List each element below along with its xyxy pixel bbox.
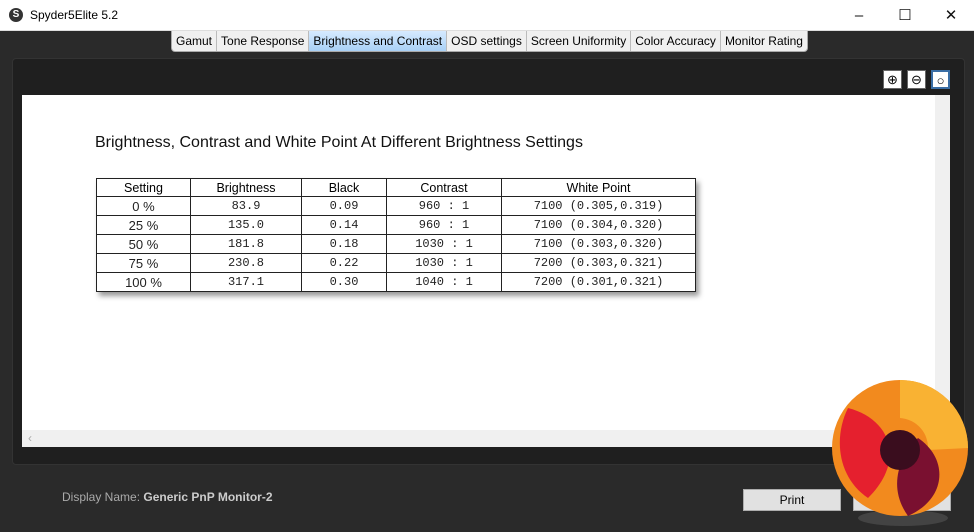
- column-header: White Point: [501, 178, 696, 197]
- print-button[interactable]: Print: [743, 489, 841, 511]
- minimize-button[interactable]: –: [854, 7, 864, 24]
- table-cell: 0.30: [301, 272, 387, 292]
- title-bar: S Spyder5Elite 5.2 – ☐ ✕: [0, 0, 974, 31]
- table-cell: 1030 : 1: [386, 253, 502, 273]
- zoom-in-icon[interactable]: ⊕: [883, 70, 902, 89]
- table-cell: 7200 (0.301,0.321): [501, 272, 696, 292]
- report-title: Brightness, Contrast and White Point At …: [95, 134, 583, 151]
- table-cell: 1040 : 1: [386, 272, 502, 292]
- table-row: 0 % 83.9 0.09 960 : 1 7100 (0.305,0.319): [96, 196, 696, 216]
- tab-screen-uniformity[interactable]: Screen Uniformity: [527, 31, 632, 51]
- table-cell: 75 %: [96, 253, 191, 273]
- tab-osd-settings[interactable]: OSD settings: [447, 31, 527, 51]
- table-cell: 1030 : 1: [386, 234, 502, 254]
- spyder-icon: S: [9, 8, 23, 22]
- table-cell: 25 %: [96, 215, 191, 235]
- table-cell: 317.1: [190, 272, 302, 292]
- tab-tone-response[interactable]: Tone Response: [217, 31, 310, 51]
- table-cell: 181.8: [190, 234, 302, 254]
- table-row: 75 % 230.8 0.22 1030 : 1 7200 (0.303,0.321): [96, 253, 696, 273]
- column-header: Brightness: [190, 178, 302, 197]
- results-table: Setting Brightness Black Contrast White …: [96, 178, 696, 292]
- table-cell: 0.22: [301, 253, 387, 273]
- close-button[interactable]: ✕: [944, 7, 958, 24]
- tab-bar: Gamut Tone Response Brightness and Contr…: [171, 31, 808, 52]
- display-name-label: Display Name:: [62, 490, 141, 504]
- scroll-left-icon[interactable]: ‹: [28, 431, 32, 445]
- display-name-value: Generic PnP Monitor-2: [143, 490, 273, 504]
- table-cell: 0.14: [301, 215, 387, 235]
- watermark-logo: [832, 380, 968, 526]
- zoom-fit-icon[interactable]: ○: [931, 70, 950, 89]
- maximize-button[interactable]: ☐: [898, 7, 912, 24]
- table-cell: 0.18: [301, 234, 387, 254]
- tab-gamut[interactable]: Gamut: [172, 31, 218, 51]
- table-cell: 50 %: [96, 234, 191, 254]
- table-cell: 135.0: [190, 215, 302, 235]
- tab-monitor-rating[interactable]: Monitor Rating: [724, 34, 803, 48]
- display-name: Display Name: Generic PnP Monitor-2: [62, 490, 273, 504]
- table-cell: 83.9: [190, 196, 302, 216]
- table-cell: 100 %: [96, 272, 191, 292]
- table-cell: 960 : 1: [386, 215, 502, 235]
- table-cell: 230.8: [190, 253, 302, 273]
- table-row: 50 % 181.8 0.18 1030 : 1 7100 (0.303,0.320): [96, 234, 696, 254]
- tab-color-accuracy[interactable]: Color Accuracy: [631, 31, 721, 51]
- zoom-out-icon[interactable]: ⊖: [907, 70, 926, 89]
- table-cell: 7200 (0.303,0.321): [501, 253, 696, 273]
- table-cell: 0 %: [96, 196, 191, 216]
- column-header: Setting: [96, 178, 191, 197]
- column-header: Contrast: [386, 178, 502, 197]
- table-row: 25 % 135.0 0.14 960 : 1 7100 (0.304,0.320): [96, 215, 696, 235]
- table-cell: 7100 (0.303,0.320): [501, 234, 696, 254]
- column-header: Black: [301, 178, 387, 197]
- table-cell: 0.09: [301, 196, 387, 216]
- table-cell: 7100 (0.305,0.319): [501, 196, 696, 216]
- table-row: 100 % 317.1 0.30 1040 : 1 7200 (0.301,0.321): [96, 272, 696, 292]
- horizontal-scrollbar[interactable]: ‹: [22, 430, 950, 447]
- table-cell: 7100 (0.304,0.320): [501, 215, 696, 235]
- vertical-scrollbar[interactable]: [935, 95, 950, 430]
- table-cell: 960 : 1: [386, 196, 502, 216]
- report-view: Brightness, Contrast and White Point At …: [22, 95, 950, 447]
- tab-brightness-contrast[interactable]: Brightness and Contrast: [309, 31, 448, 51]
- window-title: Spyder5Elite 5.2: [30, 8, 119, 22]
